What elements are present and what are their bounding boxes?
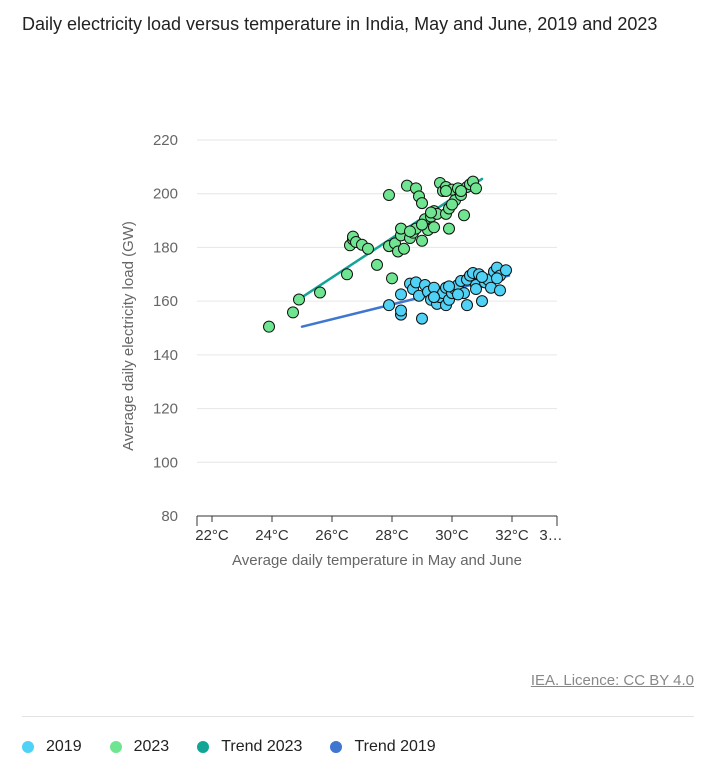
x-tick-label: 30°C — [435, 527, 469, 544]
data-point-2023[interactable] — [458, 209, 470, 222]
y-axis-label: Average daily electricity load (GW) — [120, 221, 137, 451]
data-point-2019[interactable] — [395, 288, 407, 301]
data-point-2023[interactable] — [293, 293, 305, 306]
chart-title: Daily electricity load versus temperatur… — [22, 14, 658, 34]
data-point-2023[interactable] — [263, 320, 275, 333]
series-2019-points — [383, 261, 512, 325]
y-axis-ticks: 80 100 120 140 160 180 200 220 — [153, 132, 178, 525]
y-tick-label: 80 — [161, 508, 178, 525]
data-point-2023[interactable] — [446, 198, 458, 211]
legend-label-trend-2019: Trend 2019 — [354, 738, 436, 755]
data-point-2023[interactable] — [416, 234, 428, 247]
y-tick-label: 220 — [153, 132, 178, 149]
legend-label-2023: 2023 — [133, 738, 170, 755]
data-point-2023[interactable] — [443, 222, 455, 235]
x-tick-label: 32°C — [495, 527, 529, 544]
x-axis-label: Average daily temperature in May and Jun… — [232, 552, 522, 569]
x-tick-label: 24°C — [255, 527, 289, 544]
data-point-2023[interactable] — [341, 268, 353, 281]
licence-link[interactable]: IEA. Licence: CC BY 4.0 — [530, 672, 694, 689]
data-point-2019[interactable] — [383, 299, 395, 312]
data-point-2019[interactable] — [461, 299, 473, 312]
data-point-2023[interactable] — [416, 218, 428, 231]
x-tick-label: 26°C — [315, 527, 349, 544]
data-point-2023[interactable] — [314, 286, 326, 299]
data-point-2023[interactable] — [425, 206, 437, 219]
data-point-2019[interactable] — [416, 312, 428, 325]
data-point-2023[interactable] — [470, 182, 482, 195]
data-point-2019[interactable] — [470, 283, 482, 296]
legend-label-trend-2023: Trend 2023 — [221, 738, 303, 755]
data-point-2023[interactable] — [428, 221, 440, 234]
legend-swatch-2023 — [109, 741, 122, 753]
data-point-2023[interactable] — [383, 189, 395, 202]
data-point-2019[interactable] — [395, 304, 407, 317]
legend-item-trend-2023[interactable]: Trend 2023 — [197, 738, 302, 756]
legend-divider — [22, 716, 694, 717]
data-point-2023[interactable] — [371, 258, 383, 271]
data-point-2019[interactable] — [428, 291, 440, 304]
grid-lines — [197, 139, 557, 463]
legend-item-2023[interactable]: 2023 — [109, 738, 170, 756]
data-point-2023[interactable] — [362, 242, 374, 255]
data-point-2019[interactable] — [500, 264, 512, 277]
y-tick-label: 160 — [153, 293, 178, 310]
legend-swatch-trend-2019 — [330, 741, 343, 753]
data-point-2023[interactable] — [398, 242, 410, 255]
data-point-2019[interactable] — [476, 295, 488, 308]
data-point-2023[interactable] — [386, 272, 398, 285]
data-point-2023[interactable] — [287, 306, 299, 319]
data-point-2023[interactable] — [455, 185, 467, 198]
legend: 2019 2023 Trend 2023 Trend 2019 — [22, 738, 464, 756]
data-point-2019[interactable] — [494, 284, 506, 297]
series-2023-points — [263, 175, 482, 333]
legend-item-trend-2019[interactable]: Trend 2019 — [330, 738, 436, 756]
data-point-2023[interactable] — [416, 197, 428, 210]
legend-item-2019[interactable]: 2019 — [22, 738, 82, 756]
data-point-2019[interactable] — [491, 272, 503, 285]
y-tick-label: 180 — [153, 239, 178, 256]
y-tick-label: 200 — [153, 186, 178, 203]
y-tick-label: 140 — [153, 347, 178, 364]
data-point-2019[interactable] — [476, 270, 488, 283]
x-tick-label: 28°C — [375, 527, 409, 544]
data-point-2023[interactable] — [440, 185, 452, 198]
data-point-2019[interactable] — [443, 280, 455, 293]
legend-label-2019: 2019 — [46, 738, 82, 755]
y-tick-label: 120 — [153, 401, 178, 418]
scatter-chart: 80 100 120 140 160 180 200 220 22°C 24°C 26°C 28°C… — [120, 132, 563, 569]
x-axis: 22°C 24°C 26°C 28°C 30°C 32°C 3… — [195, 515, 563, 544]
x-tick-label: 3… — [539, 527, 562, 544]
legend-swatch-trend-2023 — [197, 741, 210, 753]
x-tick-label: 22°C — [195, 527, 229, 544]
legend-swatch-2019 — [22, 741, 34, 753]
y-tick-label: 100 — [153, 454, 178, 471]
data-point-2019[interactable] — [452, 288, 464, 301]
data-point-2023[interactable] — [404, 225, 416, 238]
